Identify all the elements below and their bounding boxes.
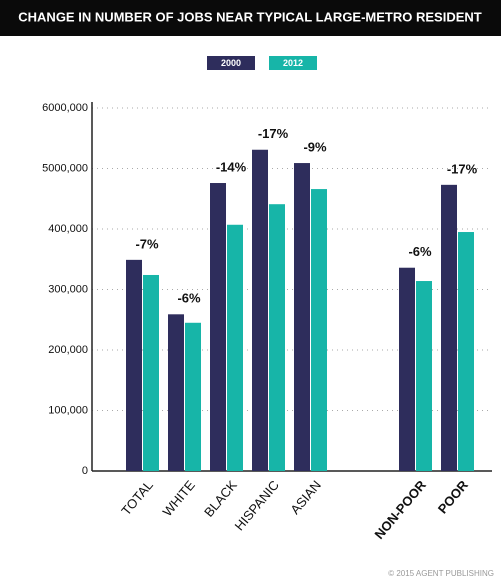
bar xyxy=(210,183,226,471)
annotation: -6% xyxy=(177,291,201,306)
title-banner xyxy=(0,0,501,36)
annotation: -6% xyxy=(408,244,432,259)
footer: © 2015 AGENT PUBLISHING xyxy=(388,569,494,578)
x-tick-label: POOR xyxy=(435,477,471,516)
annotation: -9% xyxy=(303,139,327,154)
legend-swatch xyxy=(207,56,255,70)
legend-label: 2012 xyxy=(283,58,303,68)
y-tick-label: 200,000 xyxy=(48,344,88,356)
bar xyxy=(227,224,243,471)
y-tick-label: 0 xyxy=(82,465,88,477)
x-tick-label: TOTAL xyxy=(118,477,156,518)
bar xyxy=(252,149,268,471)
x-tick-label: WHITE xyxy=(160,477,199,519)
y-tick-label: 5000,000 xyxy=(42,162,88,174)
bar xyxy=(168,314,184,471)
bar xyxy=(126,259,142,471)
bar xyxy=(294,163,310,471)
x-tick-label: ASIAN xyxy=(287,477,324,517)
annotation: -7% xyxy=(135,236,159,251)
bar xyxy=(143,274,159,471)
bar xyxy=(441,184,457,471)
bar xyxy=(399,267,415,471)
bar xyxy=(185,322,201,471)
annotation: -17% xyxy=(447,161,478,176)
y-tick-label: 6000,000 xyxy=(42,102,88,114)
bar xyxy=(311,189,327,471)
y-tick-label: 100,000 xyxy=(48,404,88,416)
bar xyxy=(458,232,474,471)
x-tick-label: NON-POOR xyxy=(371,477,429,542)
y-tick-label: 400,000 xyxy=(48,223,88,235)
legend-swatch xyxy=(269,56,317,70)
x-tick-label: HISPANIC xyxy=(232,477,282,533)
x-tick-label: BLACK xyxy=(201,477,240,520)
annotation: -17% xyxy=(258,126,289,141)
legend-label: 2000 xyxy=(221,58,241,68)
annotation: -14% xyxy=(216,159,247,174)
y-tick-label: 300,000 xyxy=(48,283,88,295)
bar xyxy=(416,281,432,471)
chart-title: CHANGE IN NUMBER OF JOBS NEAR TYPICAL LA… xyxy=(18,9,482,24)
bar xyxy=(269,204,285,471)
